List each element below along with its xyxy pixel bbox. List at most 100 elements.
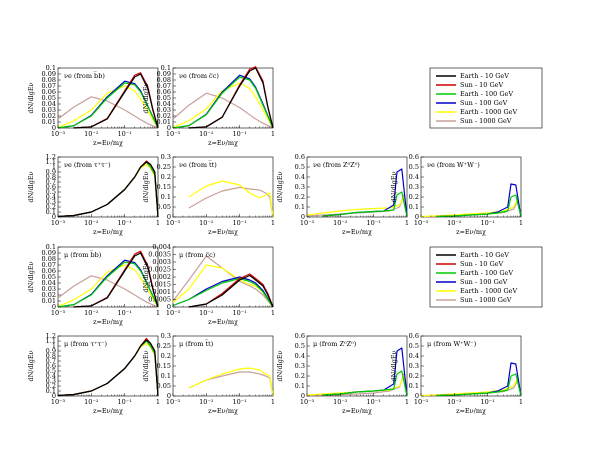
y-tick-label: 0.3: [161, 332, 171, 340]
series-line-sun_100: [436, 183, 522, 218]
y-tick-label: 1.1: [46, 337, 56, 345]
y-tick-label: 0.6: [409, 332, 419, 340]
y-tick-label: 0.25: [157, 342, 171, 350]
y-tick-label: 0.1: [46, 387, 56, 395]
x-tick-label: 1: [156, 398, 160, 406]
y-tick-label: 0.2: [46, 382, 56, 390]
x-axis-label: z=Eν/mχ: [208, 318, 238, 326]
y-axis-label: dN/dlgEν: [27, 171, 35, 202]
chart-panel: 10⁻³ 10⁻² 10⁻¹ 1 00.10.20.30.40.50.60.70.80.…: [27, 153, 160, 236]
series-line-sun_1000: [57, 96, 159, 129]
series-line-earth_1000: [420, 198, 522, 218]
series-line-earth_1000: [57, 264, 159, 308]
legend-label: Earth - 1000 GeV: [460, 287, 518, 295]
panel-label: μ (from τ⁺τ⁻): [64, 340, 108, 348]
x-axis-label: z=Eν/mχ: [456, 407, 486, 415]
y-tick-label: 0.4: [295, 352, 305, 360]
chart-panel: 10⁻³ 10⁻² 10⁻¹ 100.10.20.30.40.50.6μ (from …: [390, 332, 523, 415]
y-tick-label: 0.2: [161, 352, 171, 360]
y-tick-label: 0.01: [42, 297, 56, 305]
chart-panel: 10⁻³ 10⁻² 10⁻¹ 100.010.020.030.040.050.060.…: [142, 64, 275, 147]
x-tick-label: 1: [156, 130, 160, 138]
x-tick-label: 10⁻³: [51, 130, 66, 138]
series-line-earth_1000: [57, 85, 159, 129]
y-tick-label: 0.1: [46, 208, 56, 216]
chart-panel: 10⁻³ 10⁻² 10⁻¹ 100.010.020.030.040.050.060.…: [27, 64, 160, 147]
panel-label: νe (from t̅t): [179, 160, 217, 169]
series-line-earth_100: [436, 194, 522, 218]
y-tick-label: 0.8: [46, 352, 56, 360]
y-tick-label: 0.09: [157, 70, 171, 78]
y-tick-label: 0.6: [46, 362, 56, 370]
x-tick-label: 1: [271, 309, 275, 317]
y-tick-label: 0.2: [295, 193, 305, 201]
x-axis-label: z=Eν/mχ: [93, 407, 123, 415]
y-tick-label: 0.5: [295, 163, 305, 171]
y-tick-label: 0.05: [42, 94, 56, 102]
legend-label: Sun - 100 GeV: [460, 99, 508, 107]
legend-label: Sun - 10 GeV: [460, 81, 504, 89]
x-tick-label: 10⁻²: [447, 398, 462, 406]
series-line-earth_10: [73, 73, 159, 129]
series-line-earth_1000: [172, 82, 274, 129]
y-tick-label: 1.1: [46, 158, 56, 166]
legend-frame: [429, 67, 543, 129]
x-tick-label: 10⁻³: [300, 398, 315, 406]
series-line-earth_10: [188, 67, 274, 129]
x-tick-label: 1: [405, 219, 409, 227]
legend-label: Sun - 10 GeV: [460, 260, 504, 268]
y-tick-label: 0.03: [42, 285, 56, 293]
y-tick-label: 0.02: [157, 112, 171, 120]
y-tick-label: 0.1: [161, 193, 171, 201]
y-tick-label: 0.004: [152, 243, 171, 251]
y-tick-label: 0.07: [42, 261, 56, 269]
y-tick-label: 0.3: [409, 183, 419, 191]
series-line-earth_100: [57, 82, 159, 129]
series-line-earth_1000: [188, 180, 274, 218]
y-tick-label: 0.03: [42, 106, 56, 114]
y-axis-label: dN/dlgEν: [276, 350, 284, 381]
x-tick-label: 10⁻¹: [233, 398, 248, 406]
y-tick-label: 0.04: [157, 100, 171, 108]
series-line-earth_1000: [188, 367, 274, 397]
y-tick-label: 0.8: [46, 173, 56, 181]
y-tick-label: 0.01: [42, 118, 56, 126]
x-tick-label: 10⁻¹: [118, 309, 133, 317]
x-tick-label: 1: [519, 398, 523, 406]
series-line-earth_100: [322, 191, 408, 218]
x-tick-label: 10⁻²: [84, 398, 99, 406]
y-tick-label: 0.3: [46, 198, 56, 206]
series-line-earth_10: [57, 161, 159, 218]
y-tick-label: 0.7: [46, 357, 56, 365]
chart-panel: 10⁻³ 10⁻² 10⁻¹ 100.00050.0010.00150.0020.00…: [142, 243, 275, 326]
y-tick-label: 0.4: [409, 173, 419, 181]
y-tick-label: 0.1: [409, 203, 419, 211]
series-line-sun_1000: [57, 275, 159, 308]
y-tick-label: 0.4: [409, 352, 419, 360]
y-tick-label: 0.1: [409, 382, 419, 390]
y-tick-label: 0: [301, 213, 305, 221]
x-tick-label: 10⁻¹: [367, 398, 382, 406]
x-tick-label: 10⁻²: [84, 130, 99, 138]
x-axis-label: z=Eν/mχ: [456, 228, 486, 236]
x-tick-label: 10⁻¹: [118, 130, 133, 138]
series-line-sun_1000: [188, 371, 274, 397]
x-tick-label: 10⁻³: [51, 398, 66, 406]
y-tick-label: 0.08: [42, 255, 56, 263]
y-tick-label: 0.08: [157, 76, 171, 84]
legend-frame: [429, 246, 543, 308]
x-tick-label: 10⁻³: [166, 219, 181, 227]
legend-label: Sun - 100 GeV: [460, 278, 508, 286]
y-tick-label: 0: [52, 124, 56, 132]
x-tick-label: 1: [271, 219, 275, 227]
y-tick-label: 0.5: [409, 163, 419, 171]
y-tick-label: 0: [52, 303, 56, 311]
x-axis-label: z=Eν/mχ: [93, 228, 123, 236]
y-tick-label: 0.15: [157, 183, 171, 191]
series-line-sun_1000: [172, 92, 274, 129]
y-tick-label: 0.3: [46, 377, 56, 385]
y-axis-label: dN/dlgEν: [27, 82, 35, 113]
y-tick-label: 0.1: [46, 64, 56, 72]
y-tick-label: 0.09: [42, 249, 56, 257]
